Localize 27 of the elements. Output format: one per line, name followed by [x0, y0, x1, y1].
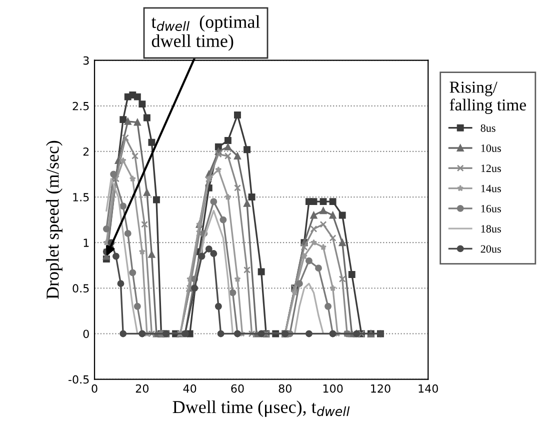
legend-title: Rising/ falling time [450, 82, 526, 114]
y-tick-label: 1.5 [73, 193, 89, 202]
legend-label: 14us [481, 184, 501, 192]
y-tick-label: 0.5 [72, 284, 89, 293]
legend-label: 20us [480, 245, 501, 253]
y-tick-label: -0.5 [68, 375, 89, 384]
x-axis-title: Dwell time (μsec), t$_{dwell}$ [172, 400, 350, 417]
x-tick-label: 140 [418, 384, 438, 393]
y-axis-title: Droplet speed (m/sec) [46, 140, 62, 300]
y-tick-label: 1 [84, 238, 89, 247]
legend-label: 18us [481, 225, 501, 233]
x-tick-label: 60 [231, 384, 244, 393]
x-tick-label: 40 [183, 384, 196, 393]
x-tick-label: 20 [136, 384, 149, 393]
y-tick-label: 2 [83, 147, 89, 156]
x-tick-label: 100 [323, 384, 343, 393]
legend-label: 8us [480, 124, 496, 132]
legend-label: 10us [481, 144, 501, 152]
y-tick-label: 3 [83, 56, 89, 65]
x-tick-label: 80 [278, 384, 292, 393]
y-tick-label: 0 [83, 330, 89, 338]
legend-label: 12us [481, 164, 501, 172]
x-tick-label: 0 [92, 384, 98, 393]
y-tick-label: 2.5 [72, 102, 89, 110]
x-tick-label: 120 [371, 384, 390, 393]
legend-label: 16us [481, 204, 501, 212]
annotation: t$_{dwell}$ (optimal dwell time) [151, 15, 260, 51]
